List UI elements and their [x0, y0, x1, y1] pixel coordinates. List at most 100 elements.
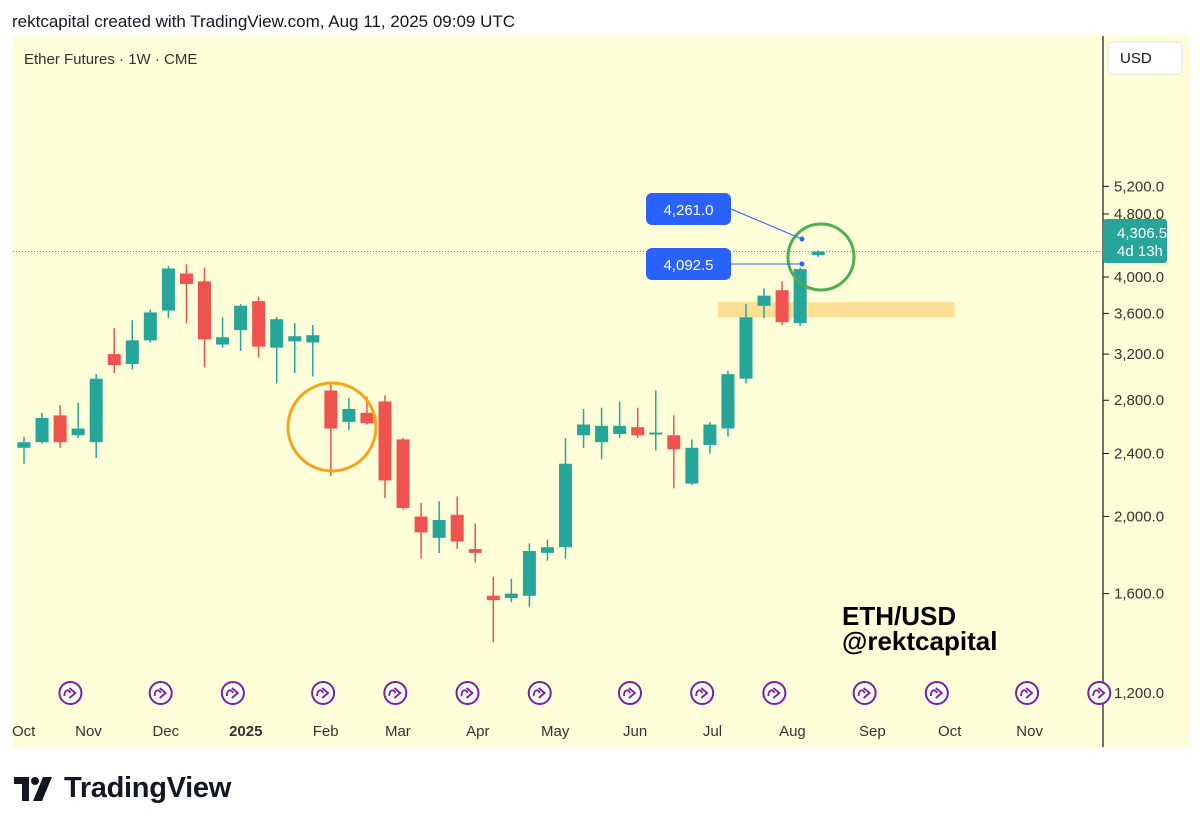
candle-2024-10-28[interactable] [71, 402, 85, 439]
candle-body [414, 516, 428, 533]
candle-body [378, 401, 392, 481]
candle-2025-04-14[interactable] [504, 578, 518, 603]
candle-2025-07-28[interactable] [775, 281, 789, 326]
price-tick-label: 3,600.0 [1114, 305, 1164, 322]
symbol-title[interactable]: Ether Futures · 1W · CME [24, 51, 197, 68]
candle-2024-11-11[interactable] [107, 328, 121, 373]
candle-2025-03-03[interactable] [396, 438, 410, 510]
candle-body [342, 408, 356, 422]
last-price-text: 4,306.5 [1117, 225, 1167, 242]
candle-2025-06-30[interactable] [703, 421, 717, 454]
candle-2025-03-17[interactable] [432, 501, 446, 553]
event-marker-icon[interactable] [617, 681, 642, 705]
candle-2025-06-02[interactable] [631, 407, 645, 439]
event-marker-icon[interactable] [762, 681, 787, 705]
candle-body [252, 301, 266, 347]
candle-2025-02-03[interactable] [324, 384, 338, 476]
tradingview-logo[interactable]: TradingView [14, 772, 231, 805]
candle-2024-12-23[interactable] [216, 317, 230, 348]
time-tick-label: Oct [12, 723, 36, 740]
candle-2025-03-10[interactable] [414, 502, 428, 559]
candle-2025-01-27[interactable] [306, 325, 320, 377]
candle-2025-02-10[interactable] [342, 397, 356, 430]
price-tick-label: 2,800.0 [1114, 392, 1164, 409]
candle-2025-02-24[interactable] [378, 395, 392, 498]
event-marker-icon[interactable] [311, 681, 336, 705]
candle-2025-04-28[interactable] [540, 539, 554, 561]
candle-body [198, 281, 211, 340]
event-marker-icon[interactable] [58, 681, 83, 705]
candle-2024-11-18[interactable] [125, 320, 139, 370]
event-marker-icon[interactable] [383, 681, 408, 705]
candle-2025-06-16[interactable] [667, 415, 681, 489]
price-tick-label: 5,200.0 [1114, 178, 1164, 195]
candle-body [306, 335, 320, 343]
candle-2025-07-14[interactable] [739, 303, 753, 384]
candle-2025-07-07[interactable] [721, 370, 735, 437]
candle-2025-04-21[interactable] [522, 543, 536, 607]
price-tick-label: 2,000.0 [1114, 508, 1164, 525]
orange-highlight-circle [286, 381, 378, 473]
candle-2025-06-23[interactable] [685, 439, 699, 486]
candle-body [468, 549, 482, 553]
event-marker-icon[interactable] [924, 681, 949, 705]
candle-body [360, 412, 374, 424]
label-high-connector [730, 208, 803, 240]
candle-2024-10-21[interactable] [53, 405, 67, 448]
candle-2025-05-12[interactable] [577, 408, 591, 448]
candle-body [432, 519, 446, 538]
candle-2025-06-09[interactable] [649, 390, 663, 451]
label-high[interactable]: 4,261.0 [646, 193, 731, 225]
time-tick-label: Nov [75, 723, 102, 740]
event-marker-icon[interactable] [1015, 681, 1040, 705]
candle-body [143, 312, 157, 341]
event-marker-icon[interactable] [852, 681, 877, 705]
candle-2025-04-07[interactable] [486, 576, 500, 643]
candle-body [811, 251, 825, 256]
candle-2025-01-13[interactable] [270, 317, 284, 384]
event-marker-icon[interactable] [148, 681, 173, 705]
candle-2024-12-02[interactable] [161, 265, 175, 319]
candle-body [216, 337, 230, 345]
candle-2024-10-14[interactable] [35, 412, 49, 444]
event-marker-icon[interactable] [690, 681, 715, 705]
time-tick-label: Feb [313, 723, 339, 740]
event-marker-icon[interactable] [1087, 681, 1112, 705]
candle-2025-01-20[interactable] [288, 323, 302, 373]
event-marker-icon[interactable] [220, 681, 245, 705]
candle-2025-05-26[interactable] [613, 401, 627, 439]
candle-2025-03-31[interactable] [468, 523, 482, 563]
support-zone[interactable] [717, 302, 955, 318]
candle-2024-10-07[interactable] [17, 436, 31, 464]
candle-2025-07-21[interactable] [757, 288, 771, 319]
candle-2024-12-16[interactable] [198, 267, 211, 368]
candle-body [396, 439, 410, 508]
candle-body [179, 273, 193, 284]
currency-label: USD [1120, 50, 1152, 67]
candle-2024-12-30[interactable] [234, 303, 248, 351]
candle-body [270, 319, 284, 348]
candle-2025-08-11[interactable] [811, 250, 825, 257]
time-tick-label: Aug [779, 723, 806, 740]
countdown-text: 4d 13h [1117, 243, 1163, 260]
candle-2024-12-09[interactable] [179, 264, 193, 324]
time-tick-label: Apr [466, 723, 489, 740]
candle-2025-05-19[interactable] [595, 407, 609, 460]
candle-2025-05-05[interactable] [559, 438, 572, 559]
label-low[interactable]: 4,092.5 [646, 248, 731, 280]
candle-2024-11-25[interactable] [143, 309, 157, 343]
event-marker-icon[interactable] [527, 681, 552, 705]
candle-body [577, 424, 591, 436]
candle-2025-08-04[interactable] [793, 267, 807, 327]
event-marker-icon[interactable] [455, 681, 480, 705]
candle-2025-03-24[interactable] [450, 496, 464, 550]
usd-button[interactable]: USD [1107, 41, 1183, 75]
candle-body [107, 354, 121, 366]
candle-2024-11-04[interactable] [89, 374, 103, 458]
label-high-text: 4,261.0 [663, 202, 713, 219]
candle-2025-01-06[interactable] [252, 296, 266, 358]
candle-body [234, 305, 248, 331]
candle-body [793, 269, 807, 324]
last-price-badge: 4,306.5 4d 13h [1103, 219, 1167, 263]
